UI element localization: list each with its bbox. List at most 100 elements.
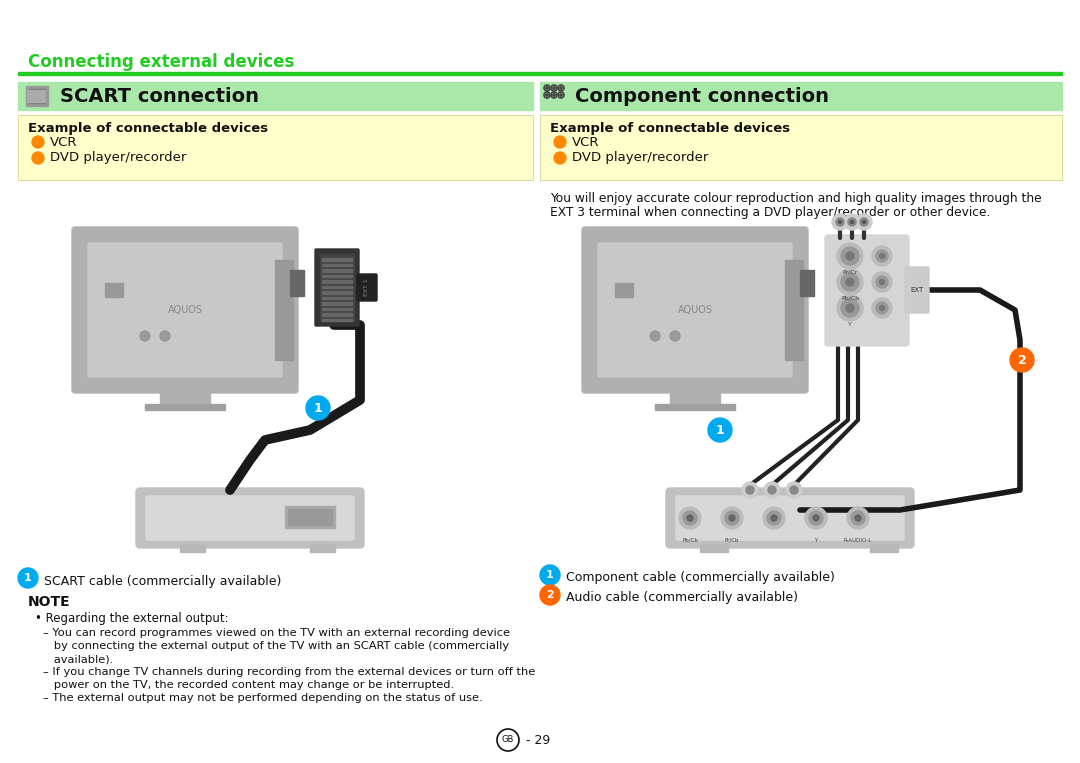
- Circle shape: [876, 250, 888, 262]
- Text: – If you change TV channels during recording from the external devices or turn o: – If you change TV channels during recor…: [43, 667, 536, 677]
- Bar: [540, 115, 1062, 180]
- Text: by connecting the external output of the TV with an SCART cable (commercially: by connecting the external output of the…: [43, 641, 509, 651]
- Bar: [288, 509, 332, 525]
- Bar: [291, 270, 303, 296]
- Circle shape: [721, 507, 743, 529]
- Circle shape: [836, 218, 843, 226]
- Text: - 29: - 29: [526, 733, 550, 746]
- Bar: [540, 115, 1062, 180]
- Circle shape: [554, 152, 566, 164]
- Circle shape: [650, 331, 660, 341]
- Circle shape: [545, 87, 549, 89]
- Circle shape: [846, 278, 854, 286]
- Text: Pb/Cb: Pb/Cb: [841, 296, 859, 301]
- Text: Pr/Cr: Pr/Cr: [842, 270, 858, 275]
- FancyBboxPatch shape: [676, 496, 904, 540]
- Circle shape: [846, 304, 854, 312]
- Text: Pr/Cb: Pr/Cb: [725, 538, 739, 543]
- Circle shape: [860, 218, 868, 226]
- Text: You will enjoy accurate colour reproduction and high quality images through the: You will enjoy accurate colour reproduct…: [550, 192, 1041, 205]
- Circle shape: [771, 515, 777, 521]
- FancyBboxPatch shape: [146, 496, 354, 540]
- Circle shape: [879, 305, 885, 311]
- Circle shape: [746, 486, 754, 494]
- Circle shape: [687, 515, 693, 521]
- Bar: [18, 72, 1062, 75]
- Bar: [322, 263, 352, 266]
- Text: 2: 2: [1017, 353, 1026, 366]
- Bar: [105, 283, 123, 297]
- Bar: [322, 297, 352, 299]
- Bar: [322, 302, 352, 304]
- Circle shape: [762, 507, 785, 529]
- Text: DVD player/recorder: DVD player/recorder: [572, 152, 708, 165]
- Text: Y: Y: [814, 538, 818, 543]
- Circle shape: [1010, 348, 1034, 372]
- Text: VCR: VCR: [50, 136, 78, 149]
- Circle shape: [837, 269, 863, 295]
- Circle shape: [846, 252, 854, 260]
- Bar: [180, 544, 205, 552]
- Circle shape: [32, 152, 44, 164]
- Bar: [800, 270, 814, 296]
- Circle shape: [805, 507, 827, 529]
- Bar: [275, 260, 293, 360]
- Text: NOTE: NOTE: [28, 595, 70, 609]
- Bar: [27, 101, 45, 102]
- Circle shape: [725, 511, 739, 525]
- Circle shape: [837, 243, 863, 269]
- Circle shape: [876, 302, 888, 314]
- Circle shape: [768, 486, 777, 494]
- Bar: [670, 390, 720, 404]
- Circle shape: [559, 87, 563, 89]
- FancyBboxPatch shape: [825, 235, 909, 346]
- Circle shape: [841, 299, 859, 317]
- Text: SCART connection: SCART connection: [60, 86, 259, 105]
- FancyBboxPatch shape: [315, 249, 359, 326]
- Text: VCR: VCR: [572, 136, 599, 149]
- Bar: [18, 82, 534, 110]
- Text: 2: 2: [546, 590, 554, 600]
- Bar: [540, 82, 1062, 110]
- Bar: [322, 318, 352, 321]
- Circle shape: [809, 511, 823, 525]
- Circle shape: [848, 218, 856, 226]
- Text: GB: GB: [502, 736, 514, 745]
- Circle shape: [786, 482, 802, 498]
- Text: Y: Y: [848, 322, 852, 327]
- Circle shape: [851, 221, 853, 224]
- Bar: [145, 404, 225, 410]
- FancyBboxPatch shape: [357, 274, 377, 301]
- Circle shape: [872, 246, 892, 266]
- Text: AQUOS: AQUOS: [677, 305, 713, 315]
- Circle shape: [837, 295, 863, 321]
- Circle shape: [140, 331, 150, 341]
- Circle shape: [540, 565, 561, 585]
- Bar: [870, 544, 897, 552]
- Text: EXT 1: EXT 1: [365, 278, 369, 296]
- Text: 1: 1: [313, 401, 322, 414]
- Circle shape: [856, 214, 872, 230]
- Bar: [322, 275, 352, 277]
- Circle shape: [708, 418, 732, 442]
- Circle shape: [872, 272, 892, 292]
- Bar: [654, 404, 735, 410]
- Bar: [18, 115, 534, 180]
- Text: AQUOS: AQUOS: [167, 305, 203, 315]
- Bar: [322, 280, 352, 282]
- Circle shape: [553, 94, 555, 96]
- Text: EXT: EXT: [910, 287, 923, 293]
- Bar: [27, 97, 45, 98]
- Bar: [322, 291, 352, 294]
- FancyBboxPatch shape: [666, 488, 914, 548]
- Circle shape: [841, 273, 859, 291]
- Bar: [700, 544, 728, 552]
- Bar: [160, 390, 210, 404]
- FancyBboxPatch shape: [72, 227, 298, 393]
- Bar: [29, 89, 45, 103]
- Circle shape: [832, 214, 848, 230]
- Text: SCART cable (commercially available): SCART cable (commercially available): [44, 575, 282, 588]
- Text: • Regarding the external output:: • Regarding the external output:: [35, 612, 229, 625]
- Text: available).: available).: [43, 654, 113, 664]
- Bar: [615, 283, 633, 297]
